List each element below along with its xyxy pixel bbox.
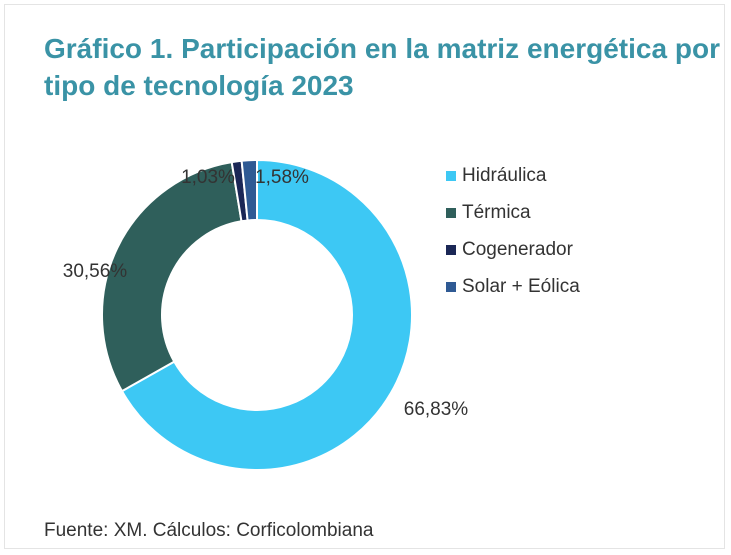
- data-label: 1,03%: [181, 167, 235, 188]
- data-label: 1,58%: [255, 167, 309, 188]
- donut-segment: [101, 160, 243, 393]
- legend-label: Hidráulica: [462, 165, 547, 186]
- legend-label: Solar + Eólica: [462, 276, 580, 297]
- legend-label: Térmica: [462, 202, 531, 223]
- data-label: 66,83%: [404, 399, 469, 420]
- chart-title: Gráfico 1. Participación en la matriz en…: [44, 33, 720, 101]
- legend-swatch: [446, 245, 456, 255]
- source-note: Fuente: XM. Cálculos: Corficolombiana: [44, 520, 374, 541]
- legend-swatch: [446, 171, 456, 181]
- legend-swatch: [446, 208, 456, 218]
- donut-segment: [240, 158, 258, 222]
- data-label: 30,56%: [63, 261, 128, 282]
- legend-swatch: [446, 282, 456, 292]
- donut-segment: [120, 158, 413, 471]
- legend-label: Cogenerador: [462, 239, 574, 260]
- frame: [4, 4, 725, 549]
